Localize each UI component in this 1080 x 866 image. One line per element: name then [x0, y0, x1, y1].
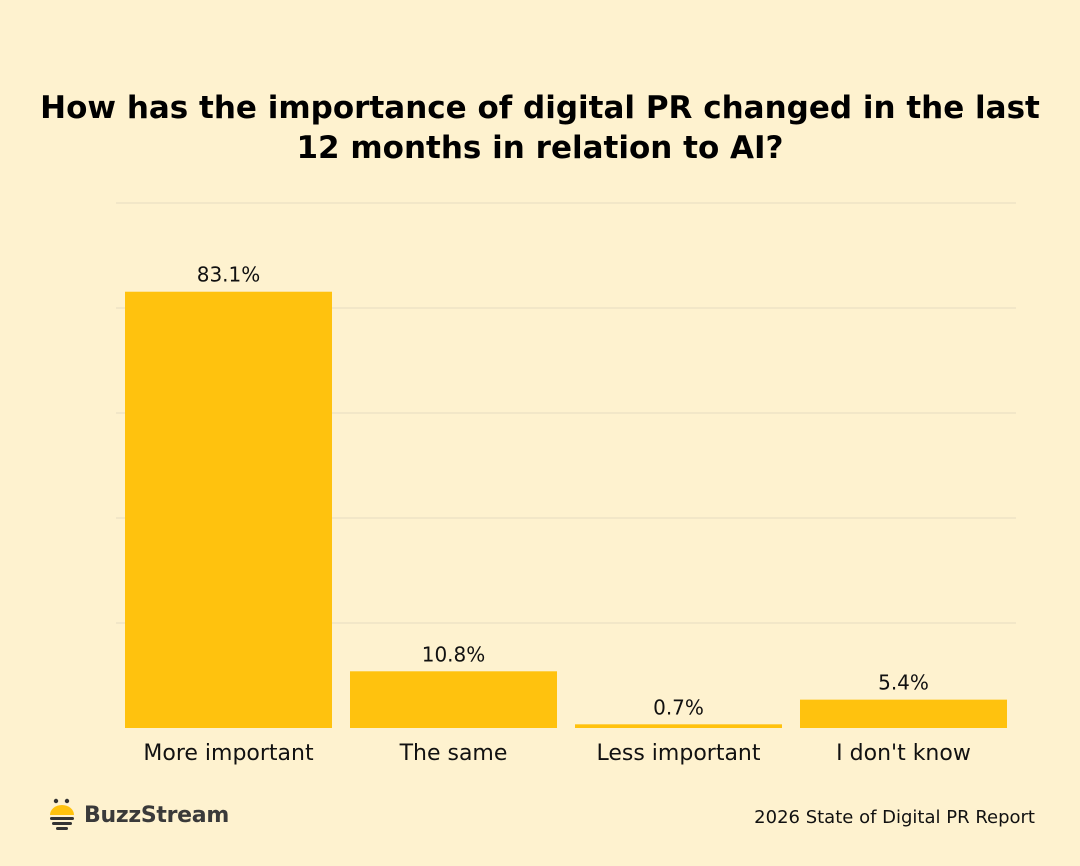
buzzstream-logo: BuzzStream — [48, 798, 229, 832]
bar — [125, 291, 332, 728]
bar — [350, 671, 557, 728]
x-tick-label: I don't know — [836, 741, 971, 766]
data-label: 10.8% — [422, 642, 486, 666]
data-label: 0.7% — [653, 695, 704, 719]
chart-title: How has the importance of digital PR cha… — [40, 90, 1040, 166]
bar — [575, 724, 782, 728]
bar — [800, 699, 1007, 728]
x-tick-label: The same — [399, 741, 508, 766]
bee-icon — [50, 798, 74, 830]
data-label: 83.1% — [197, 263, 261, 287]
data-label: 5.4% — [878, 671, 929, 695]
brand-name: BuzzStream — [84, 802, 229, 828]
x-tick-label: Less important — [596, 741, 760, 766]
source-label: 2026 State of Digital PR Report — [754, 807, 1035, 828]
x-tick-label: More important — [143, 741, 314, 766]
